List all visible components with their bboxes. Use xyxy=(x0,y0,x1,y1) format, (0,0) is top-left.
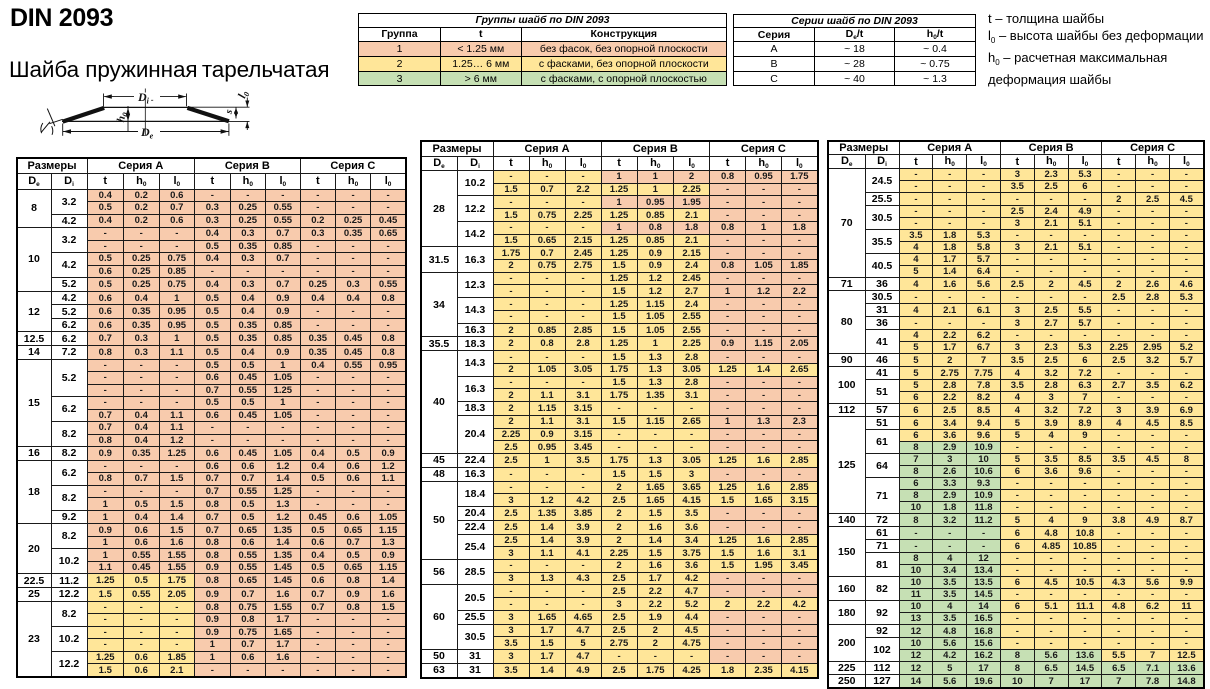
svg-text:De: De xyxy=(140,125,154,141)
svg-text:Di -: Di - xyxy=(137,90,154,106)
svg-text:l0: l0 xyxy=(236,89,251,100)
svg-text:s: s xyxy=(223,108,235,116)
